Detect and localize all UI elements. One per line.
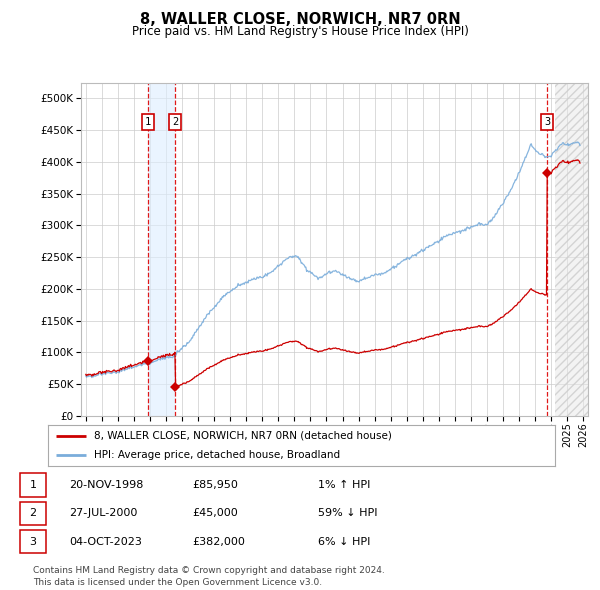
Text: 20-NOV-1998: 20-NOV-1998 [69, 480, 143, 490]
Text: 27-JUL-2000: 27-JUL-2000 [69, 509, 137, 518]
Text: £85,950: £85,950 [192, 480, 238, 490]
Bar [148, 83, 175, 416]
Text: 1: 1 [145, 117, 151, 127]
Text: 1% ↑ HPI: 1% ↑ HPI [318, 480, 370, 490]
Text: Price paid vs. HM Land Registry's House Price Index (HPI): Price paid vs. HM Land Registry's House … [131, 25, 469, 38]
Text: 04-OCT-2023: 04-OCT-2023 [69, 537, 142, 546]
Text: 8, WALLER CLOSE, NORWICH, NR7 0RN: 8, WALLER CLOSE, NORWICH, NR7 0RN [140, 12, 460, 27]
Text: 6% ↓ HPI: 6% ↓ HPI [318, 537, 370, 546]
Text: 8, WALLER CLOSE, NORWICH, NR7 0RN (detached house): 8, WALLER CLOSE, NORWICH, NR7 0RN (detac… [94, 431, 392, 441]
Text: 1: 1 [29, 480, 37, 490]
Bar [555, 83, 588, 416]
Text: £382,000: £382,000 [192, 537, 245, 546]
Text: 2: 2 [172, 117, 178, 127]
Text: 3: 3 [544, 117, 550, 127]
Text: Contains HM Land Registry data © Crown copyright and database right 2024.: Contains HM Land Registry data © Crown c… [33, 566, 385, 575]
Text: This data is licensed under the Open Government Licence v3.0.: This data is licensed under the Open Gov… [33, 578, 322, 588]
Bar [555, 83, 588, 416]
Text: 59% ↓ HPI: 59% ↓ HPI [318, 509, 377, 518]
Text: £45,000: £45,000 [192, 509, 238, 518]
Text: HPI: Average price, detached house, Broadland: HPI: Average price, detached house, Broa… [94, 450, 340, 460]
Text: 3: 3 [29, 537, 37, 546]
Text: 2: 2 [29, 509, 37, 518]
